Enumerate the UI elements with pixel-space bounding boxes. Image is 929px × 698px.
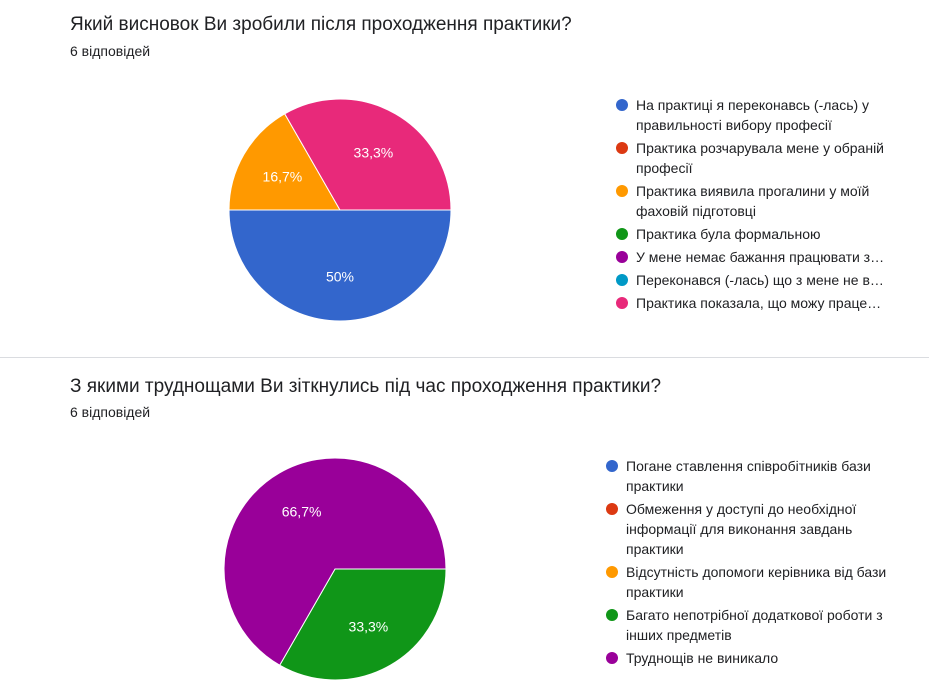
legend-item[interactable]: Практика показала, що можу праце…	[616, 293, 912, 313]
pie-slice-0[interactable]	[228, 209, 452, 322]
pie-chart[interactable]: 33,3% 66,7%	[220, 454, 450, 684]
question-card-difficulties: З якими труднощами Ви зіткнулись під час…	[0, 359, 929, 698]
legend-label: Відсутність допомоги керівника від бази …	[626, 564, 887, 600]
pie-slice-4[interactable]	[223, 457, 447, 666]
legend-color-dot-icon	[616, 99, 628, 111]
pie-chart[interactable]: 50% 16,7% 33,3%	[225, 95, 455, 325]
legend-label: На практиці я переконавсь (-лась) у прав…	[636, 97, 870, 133]
legend-label: Обмеження у доступі до необхідної інформ…	[626, 501, 857, 557]
legend-label: Практика розчарувала мене у обраній проф…	[636, 140, 884, 176]
legend-color-dot-icon	[616, 297, 628, 309]
legend-label: Труднощів не виникало	[626, 650, 779, 666]
legend-item[interactable]: Переконався (-лась) що з мене не в…	[616, 270, 912, 290]
legend-color-dot-icon	[616, 274, 628, 286]
question-card-conclusion: Який висновок Ви зробили після проходжен…	[70, 14, 912, 325]
legend-color-dot-icon	[616, 228, 628, 240]
legend-color-dot-icon	[616, 251, 628, 263]
question-title: З якими труднощами Ви зіткнулись під час…	[70, 376, 662, 397]
card-divider	[0, 357, 929, 358]
slice-value-label: 33,3%	[354, 144, 394, 160]
pie-slice-6[interactable]	[284, 98, 452, 211]
legend-label: Практика виявила прогалини у моїй фахові…	[636, 183, 870, 219]
legend-label: Переконався (-лась) що з мене не в…	[636, 272, 884, 288]
legend-item[interactable]: Обмеження у доступі до необхідної інформ…	[606, 499, 896, 559]
legend-item[interactable]: Практика виявила прогалини у моїй фахові…	[616, 181, 912, 221]
slice-value-label: 33,3%	[349, 619, 389, 635]
legend-label: Практика показала, що можу праце…	[636, 295, 882, 311]
slice-value-label: 16,7%	[263, 169, 303, 185]
response-count: 6 відповідей	[70, 404, 151, 420]
legend-color-dot-icon	[606, 652, 618, 664]
legend-item[interactable]: Практика була формальною	[616, 224, 912, 244]
legend-label: Погане ставлення співробітників бази пра…	[626, 458, 871, 494]
pie-slice-3[interactable]	[279, 568, 447, 681]
slice-value-label: 66,7%	[282, 503, 322, 519]
legend-item[interactable]: Погане ставлення співробітників бази пра…	[606, 456, 896, 496]
legend-color-dot-icon	[606, 460, 618, 472]
response-count: 6 відповідей	[70, 43, 151, 59]
question-title: Який висновок Ви зробили після проходжен…	[70, 14, 572, 35]
legend-color-dot-icon	[606, 609, 618, 621]
legend-label: Багато непотрібної додаткової роботи з і…	[626, 607, 883, 643]
legend-item[interactable]: Труднощів не виникало	[606, 648, 896, 668]
legend-color-dot-icon	[606, 503, 618, 515]
slice-value-label: 50%	[326, 269, 354, 285]
legend-color-dot-icon	[616, 185, 628, 197]
chart-legend: На практиці я переконавсь (-лась) у прав…	[616, 95, 912, 316]
pie-slice-2[interactable]	[228, 113, 341, 211]
legend-item[interactable]: Практика розчарувала мене у обраній проф…	[616, 138, 912, 178]
legend-item[interactable]: Багато непотрібної додаткової роботи з і…	[606, 605, 896, 645]
chart-legend: Погане ставлення співробітників бази пра…	[606, 456, 896, 671]
legend-item[interactable]: Відсутність допомоги керівника від бази …	[606, 562, 896, 602]
legend-label: Практика була формальною	[636, 226, 821, 242]
legend-item[interactable]: На практиці я переконавсь (-лась) у прав…	[616, 95, 912, 135]
legend-color-dot-icon	[616, 142, 628, 154]
legend-item[interactable]: У мене немає бажання працювати з…	[616, 247, 912, 267]
legend-color-dot-icon	[606, 566, 618, 578]
legend-label: У мене немає бажання працювати з…	[636, 249, 885, 265]
